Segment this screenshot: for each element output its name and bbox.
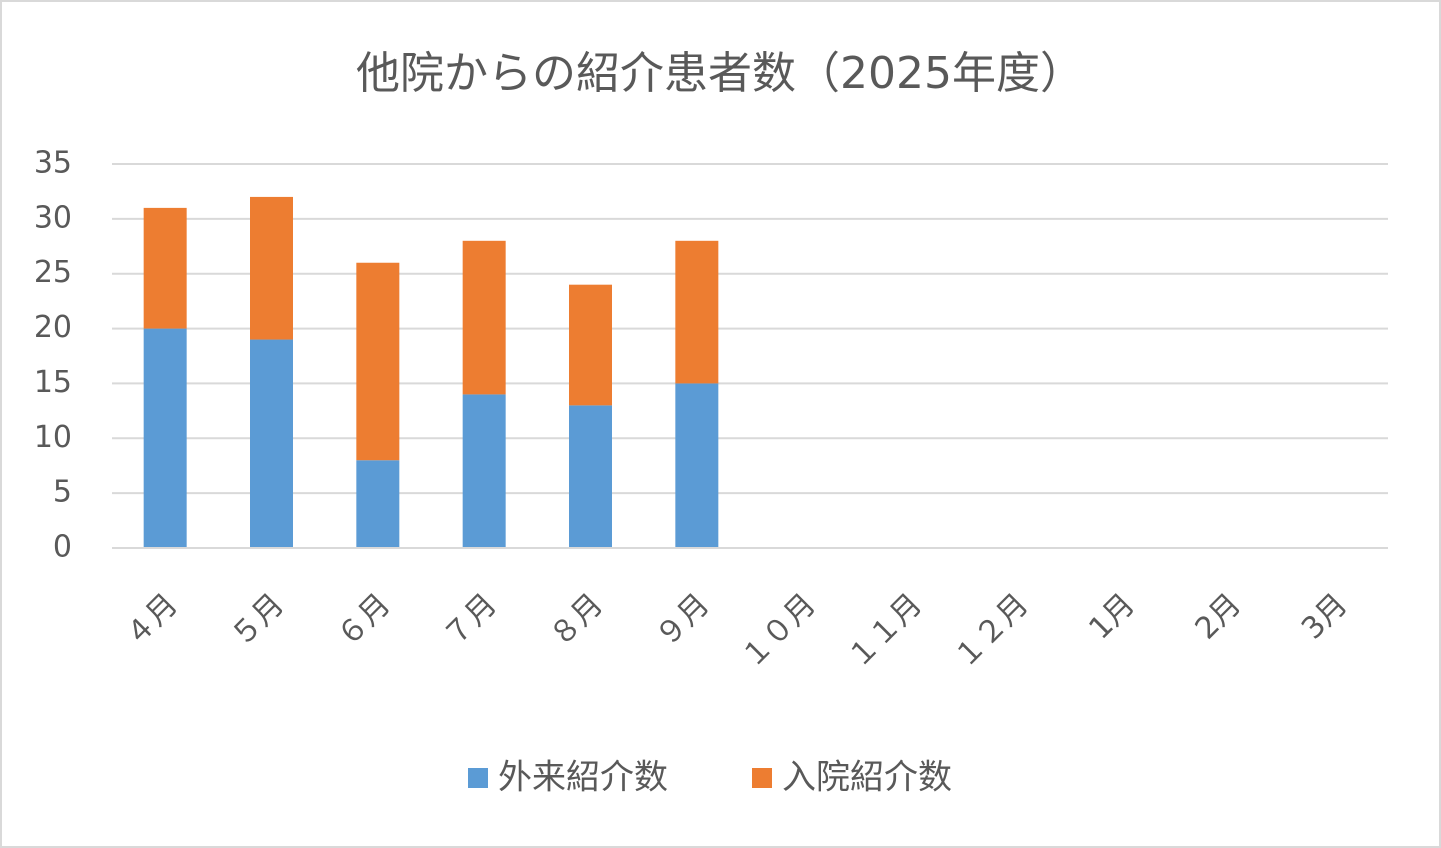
- bar-segment: [462, 394, 506, 548]
- chart-title: 他院からの紹介患者数（2025年度）: [356, 48, 1084, 99]
- y-tick-label: 30: [34, 200, 72, 235]
- y-tick-label: 5: [53, 475, 72, 510]
- bar-segment: [250, 196, 293, 340]
- legend-label: 入院紹介数: [782, 758, 952, 798]
- y-tick-label: 20: [34, 310, 72, 345]
- bar-segment: [569, 405, 612, 548]
- bar-segment: [250, 339, 293, 548]
- bar-segment: [675, 383, 719, 548]
- y-tick-label: 0: [53, 530, 72, 565]
- bar-segment: [356, 460, 400, 548]
- bar-segment: [675, 240, 719, 384]
- bar-segment: [569, 284, 612, 406]
- y-tick-label: 25: [34, 255, 72, 290]
- legend-swatch: [752, 768, 772, 788]
- y-tick-label: 10: [34, 420, 72, 455]
- bar-segment: [143, 207, 187, 329]
- bar-segment: [462, 240, 506, 395]
- legend-swatch: [468, 768, 488, 788]
- bar-segment: [356, 262, 400, 461]
- legend-label: 外来紹介数: [498, 758, 668, 798]
- bar-segment: [143, 328, 187, 548]
- y-tick-label: 35: [34, 146, 72, 181]
- y-tick-label: 15: [34, 365, 72, 400]
